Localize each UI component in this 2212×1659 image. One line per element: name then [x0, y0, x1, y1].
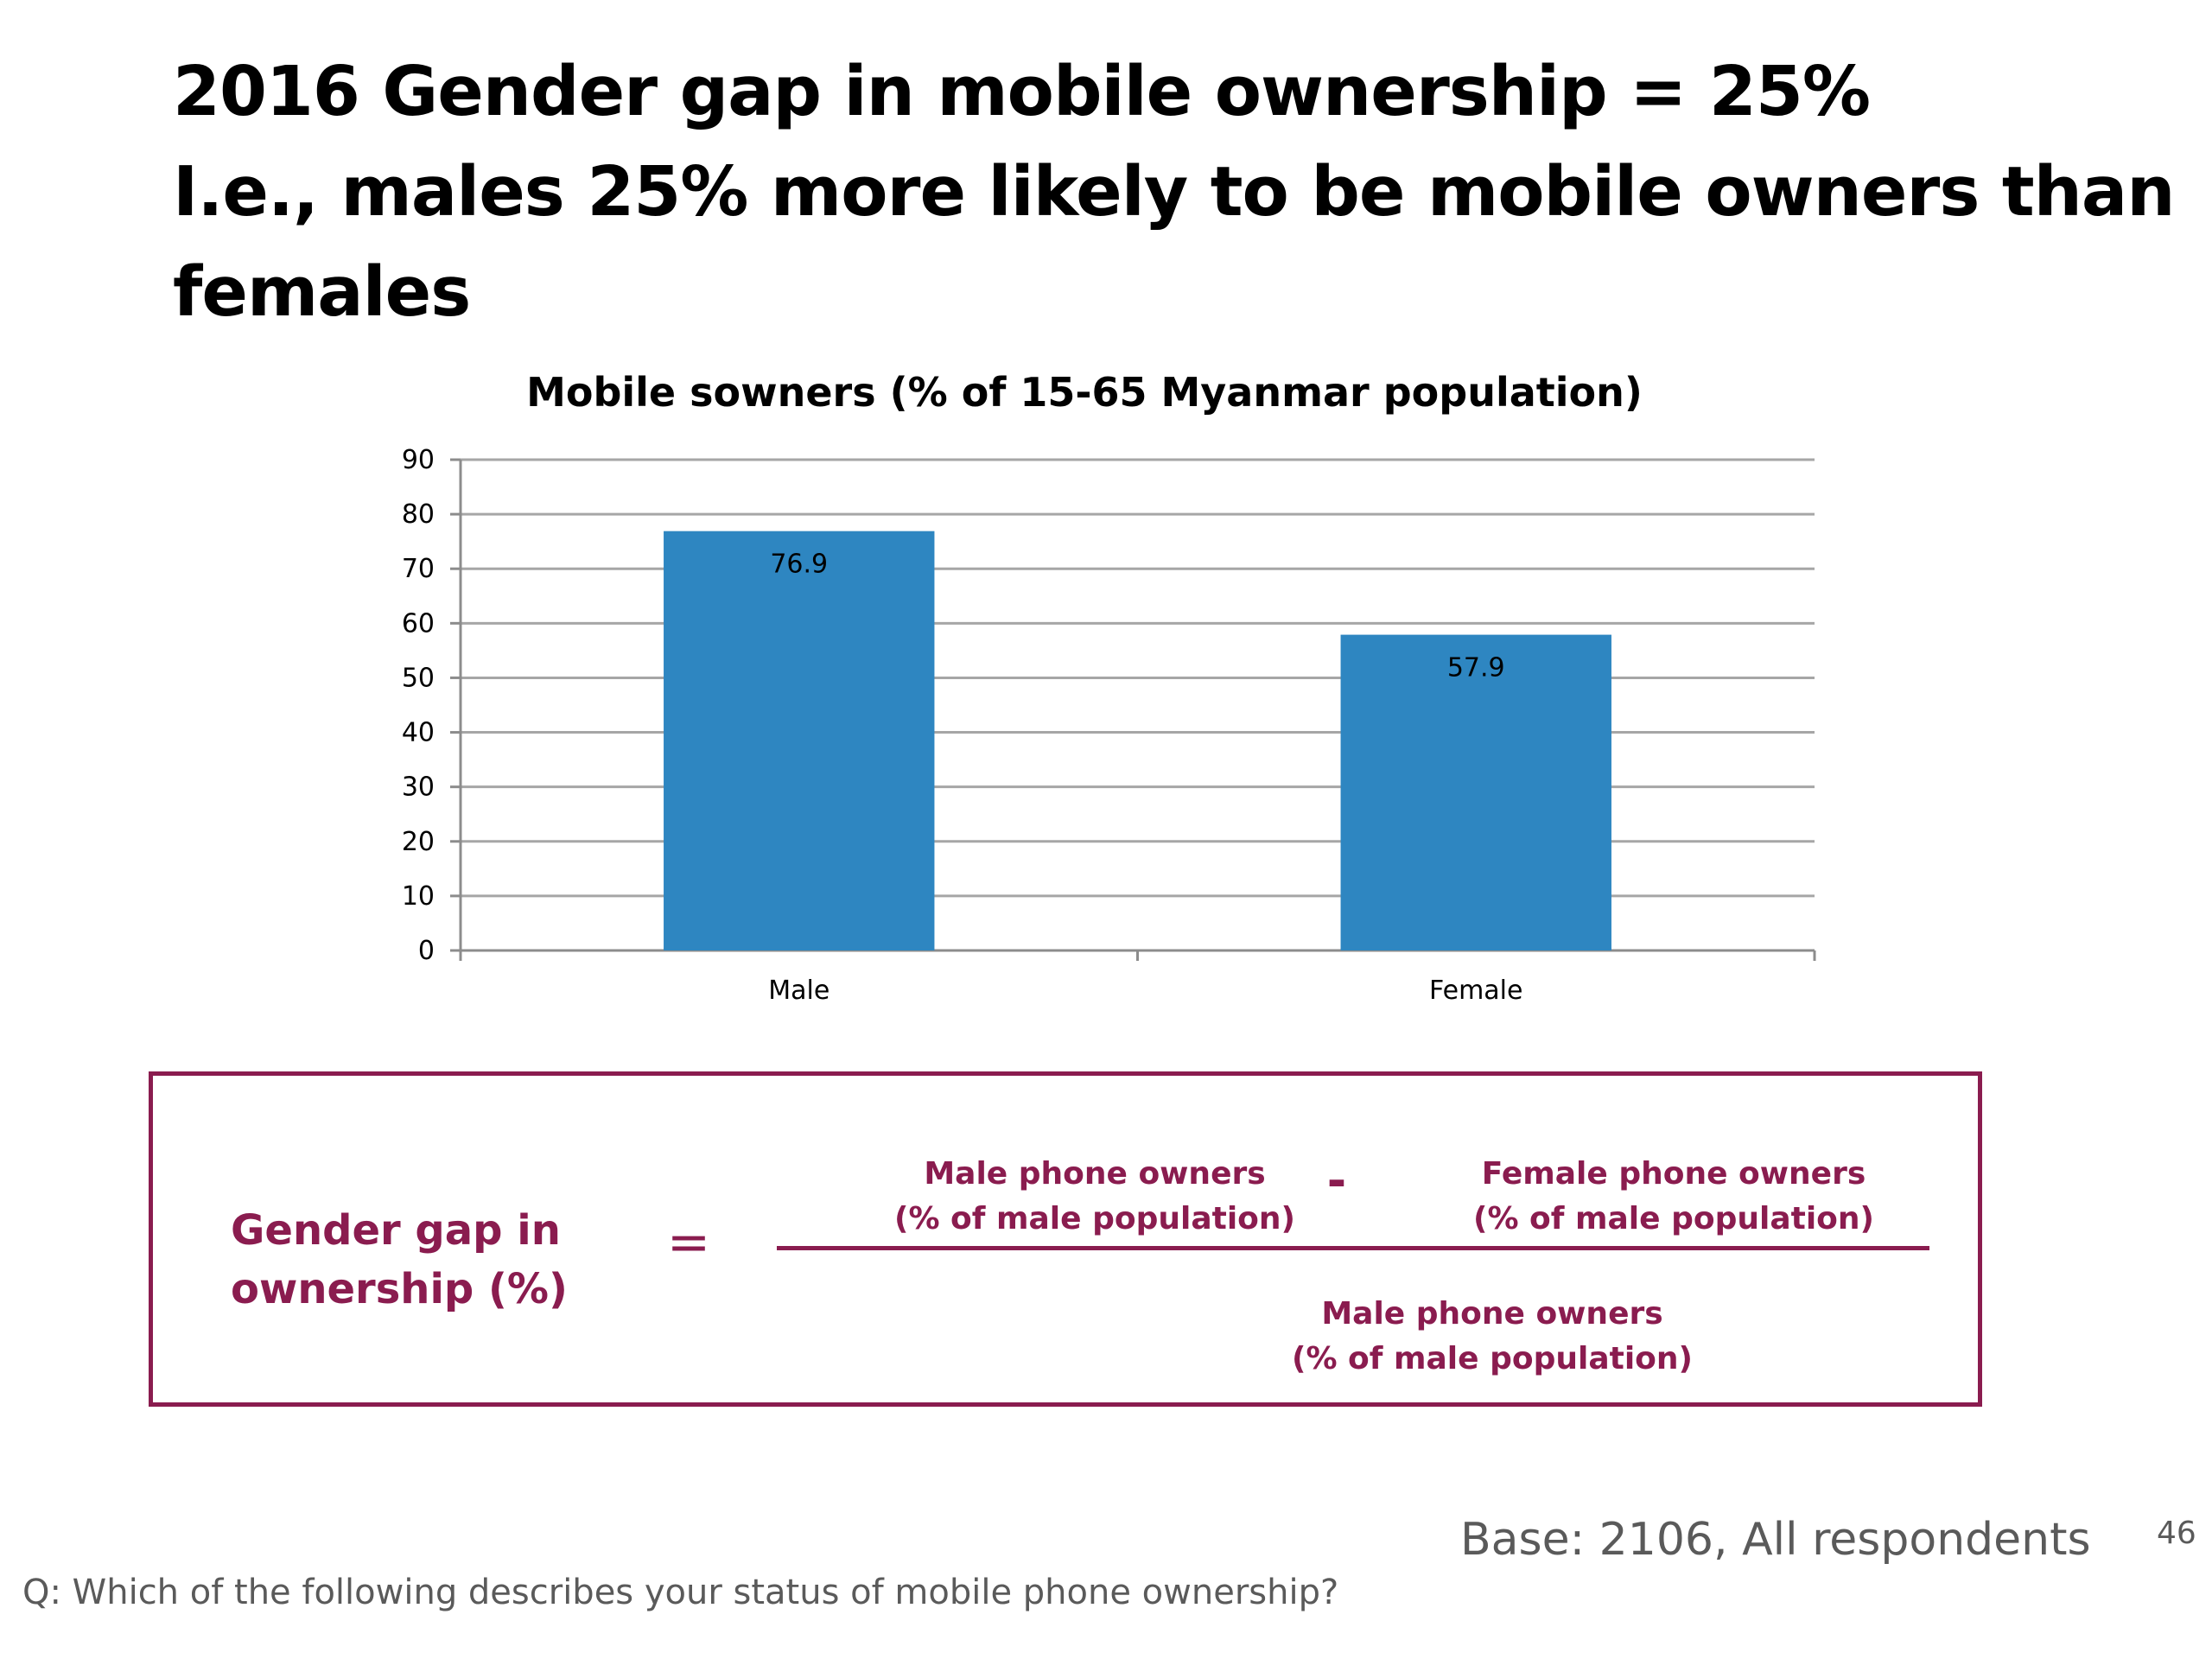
formula-numerator-right-line-1: Female phone owners — [1481, 1156, 1866, 1192]
formula-equals-sign: = — [666, 1212, 711, 1273]
y-tick-label-60: 60 — [402, 608, 435, 639]
x-tick-label-male: Male — [768, 976, 830, 1006]
y-tick-label-40: 40 — [402, 718, 435, 748]
y-tick-label-0: 0 — [418, 936, 435, 966]
formula-numerator-right-line-2: (% of male population) — [1473, 1201, 1874, 1236]
formula-denominator: Male phone owners (% of male population) — [1043, 1292, 1942, 1382]
formula-lhs: Gender gap in ownership (%) — [231, 1201, 568, 1319]
formula-numerator-left-line-1: Male phone owners — [924, 1156, 1266, 1192]
y-tick-label-50: 50 — [402, 663, 435, 693]
question-note: Q: Which of the following describes your… — [22, 1573, 1339, 1612]
formula-fraction-line — [777, 1246, 1929, 1250]
slide-title-line-2: I.e., males 25% more likely to be mobile… — [173, 152, 2175, 232]
bar-male — [664, 531, 935, 950]
formula-numerator-right: Female phone owners (% of male populatio… — [1389, 1152, 1959, 1242]
bar-chart: Mobile sowners (% of 15-65 Myanmar popul… — [402, 369, 1816, 1006]
y-tick-label-10: 10 — [402, 881, 435, 912]
formula-denominator-line-2: (% of male population) — [1292, 1341, 1693, 1376]
data-label-female: 57.9 — [1447, 653, 1505, 683]
slide-title-line-1: 2016 Gender gap in mobile ownership = 25… — [173, 52, 1871, 131]
x-tick-label-female: Female — [1429, 976, 1522, 1006]
formula-denominator-line-1: Male phone owners — [1321, 1296, 1663, 1332]
y-tick-label-20: 20 — [402, 827, 435, 857]
formula-minus-sign: - — [1326, 1154, 1347, 1208]
chart-title: Mobile sowners (% of 15-65 Myanmar popul… — [526, 369, 1643, 416]
formula-lhs-line-2: ownership (%) — [231, 1265, 568, 1313]
chart-labels: 0 10 20 30 40 50 60 70 80 90 76.9 Male 57.9 Female — [402, 445, 1523, 1006]
chart-bars — [664, 531, 1611, 950]
formula-numerator-left: Male phone owners (% of male population) — [818, 1152, 1371, 1242]
formula-lhs-line-1: Gender gap in — [231, 1206, 561, 1255]
slide-title-line-3: females — [173, 252, 471, 332]
bar-female — [1340, 634, 1611, 950]
base-note: Base: 2106, All respondents — [1460, 1514, 2091, 1566]
formula-numerator-left-line-2: (% of male population) — [894, 1201, 1295, 1236]
data-label-male: 76.9 — [770, 550, 828, 580]
page-number: 46 — [2157, 1516, 2196, 1551]
y-tick-label-30: 30 — [402, 772, 435, 803]
y-tick-label-80: 80 — [402, 499, 435, 530]
y-tick-label-70: 70 — [402, 554, 435, 584]
slide-title: 2016 Gender gap in mobile ownership = 25… — [173, 41, 2175, 342]
gender-gap-formula-box: Gender gap in ownership (%) = Male phone… — [149, 1071, 1982, 1407]
y-tick-label-90: 90 — [402, 445, 435, 475]
